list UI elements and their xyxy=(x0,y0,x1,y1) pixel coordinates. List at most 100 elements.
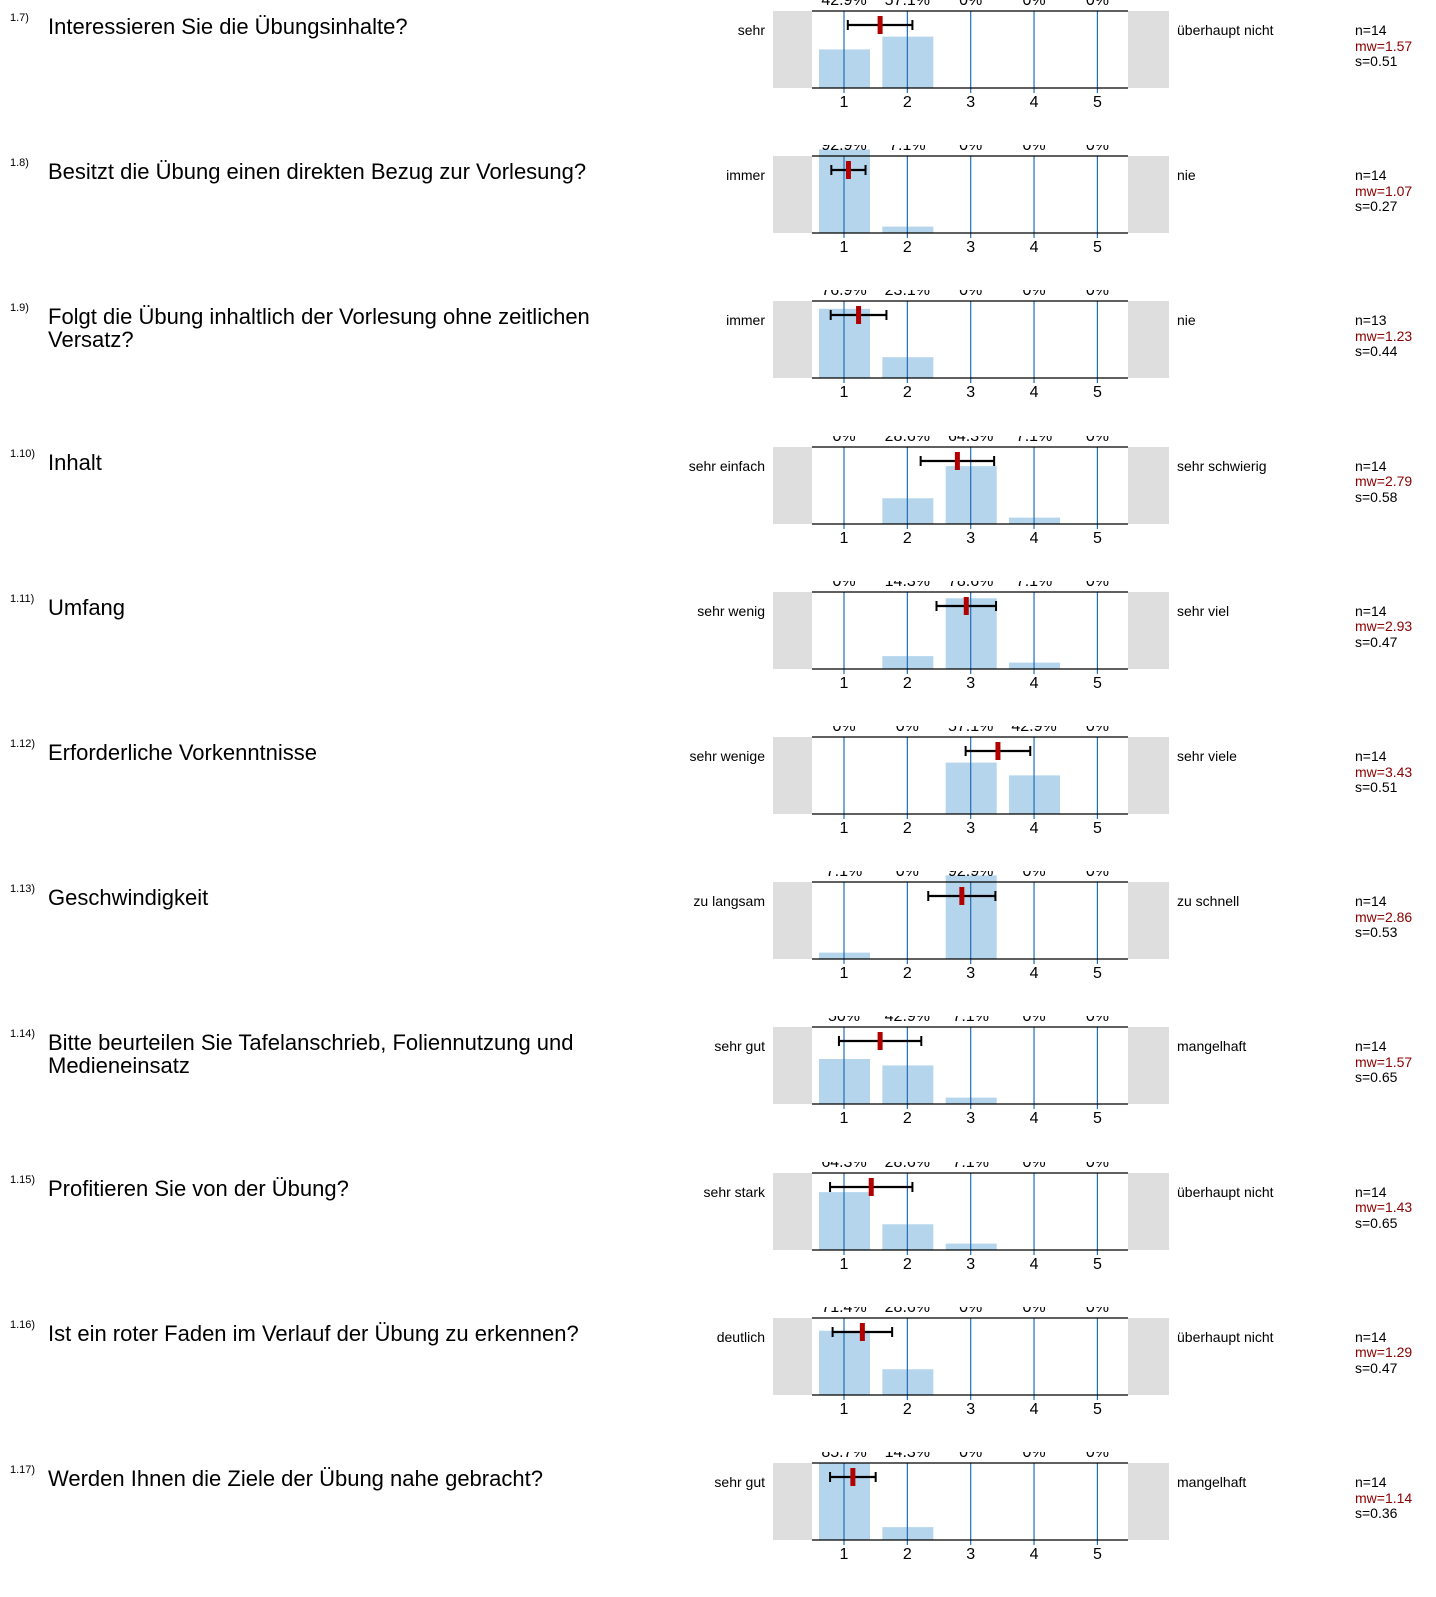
mean-marker xyxy=(845,161,851,180)
stat-n: n=13 xyxy=(1355,312,1387,329)
left-side-panel xyxy=(773,1463,812,1540)
left-side-panel xyxy=(773,446,812,524)
percent-label: 7.1% xyxy=(826,871,862,880)
right-side-panel xyxy=(1128,11,1169,88)
tick-label: 2 xyxy=(903,820,912,837)
question-row: 1.12) Erforderliche Vorkenntnisse n=14 mw=3… xyxy=(0,726,1436,871)
percent-label: 92.9% xyxy=(821,145,866,154)
tick-label: 2 xyxy=(903,1110,912,1127)
scale-right-label: sehr viel xyxy=(1177,603,1229,619)
tick-label: 4 xyxy=(1030,530,1039,547)
left-side-panel xyxy=(773,1317,812,1395)
mean-marker xyxy=(959,887,965,906)
percent-label: 57.1% xyxy=(948,726,993,735)
stat-mean: mw=1.14 xyxy=(1355,1489,1413,1506)
percent-label: 85.7% xyxy=(821,1452,866,1461)
mean-marker xyxy=(954,451,960,470)
tick-label: 3 xyxy=(966,965,975,982)
question-number: 1.17) xyxy=(10,1464,36,1476)
percent-label: 0% xyxy=(1086,581,1109,590)
question-row: 1.16) Ist ein roter Faden im Verlauf der … xyxy=(0,1307,1436,1452)
stat-sd: s=0.44 xyxy=(1355,343,1398,360)
stat-sd: s=0.51 xyxy=(1355,779,1398,795)
rating-chart: 71.4% 28.6% 0% 0% 0% 1 2 3 4 5 deutlich überhaupt n… xyxy=(717,1307,1274,1418)
percent-label: 0% xyxy=(959,1452,982,1461)
tick-label: 5 xyxy=(1093,1110,1102,1127)
question-text: Geschwindigkeit xyxy=(48,885,209,911)
left-side-panel xyxy=(773,156,812,234)
tick-label: 5 xyxy=(1093,94,1102,111)
question-number: 1.16) xyxy=(10,1318,36,1331)
question-text: Erforderliche Vorkenntnisse xyxy=(48,740,318,765)
stat-n: n=14 xyxy=(1355,1328,1387,1345)
stat-n: n=14 xyxy=(1355,1038,1387,1055)
scale-left-label: sehr einfach xyxy=(689,458,765,474)
tick-label: 2 xyxy=(903,94,912,111)
tick-label: 1 xyxy=(840,1401,849,1418)
rating-chart: 64.3% 28.6% 7.1% 0% 0% 1 2 3 4 5 sehr stark überhau… xyxy=(704,1162,1274,1273)
tick-label: 4 xyxy=(1030,965,1039,982)
question-number: 1.9) xyxy=(10,302,29,315)
scale-right-label: sehr viele xyxy=(1177,748,1237,764)
stat-n: n=14 xyxy=(1355,167,1387,184)
percent-label: 0% xyxy=(959,1307,982,1316)
question-row: 1.11) Umfang n=14 mw=2.93 s=0.47 0% 14.3% 78.6%… xyxy=(0,581,1436,726)
percent-label: 42.9% xyxy=(885,1016,930,1025)
tick-label: 2 xyxy=(903,675,912,692)
question-row: 1.8) Besitzt die Übung einen direkten Bez… xyxy=(0,145,1436,290)
tick-label: 3 xyxy=(966,820,975,837)
percent-label: 0% xyxy=(1086,1452,1109,1461)
tick-label: 2 xyxy=(903,239,912,256)
percent-label: 0% xyxy=(832,726,855,735)
stat-n: n=14 xyxy=(1355,1474,1387,1490)
question-number: 1.10) xyxy=(10,447,36,460)
tick-label: 2 xyxy=(903,530,912,547)
tick-label: 4 xyxy=(1030,1110,1039,1127)
left-side-panel xyxy=(773,1172,812,1250)
rating-chart: 50% 42.9% 7.1% 0% 0% 1 2 3 4 5 sehr gut mangelhaft xyxy=(714,1016,1246,1127)
tick-label: 1 xyxy=(840,1256,849,1273)
tick-label: 2 xyxy=(903,965,912,982)
question-text: Profitieren Sie von der Übung? xyxy=(48,1175,349,1201)
tick-label: 1 xyxy=(840,965,849,982)
rating-chart: 42.9% 57.1% 0% 0% 0% 1 2 3 4 5 sehr überhaupt nicht xyxy=(738,0,1274,111)
tick-label: 5 xyxy=(1093,1256,1102,1273)
right-side-panel xyxy=(1128,156,1169,234)
tick-label: 5 xyxy=(1093,239,1102,256)
percent-label: 7.1% xyxy=(889,145,925,154)
percent-label: 0% xyxy=(1022,145,1045,154)
percent-label: 42.9% xyxy=(1011,726,1056,735)
stat-mean: mw=2.86 xyxy=(1355,908,1413,925)
percent-label: 7.1% xyxy=(952,1162,988,1171)
tick-label: 3 xyxy=(966,1256,975,1273)
percent-label: 0% xyxy=(959,0,982,9)
stat-n: n=14 xyxy=(1355,457,1387,474)
percent-label: 0% xyxy=(1022,871,1045,880)
right-side-panel xyxy=(1128,301,1169,379)
percent-label: 57.1% xyxy=(885,0,930,9)
scale-right-label: überhaupt nicht xyxy=(1177,1329,1274,1345)
mean-marker xyxy=(877,16,883,34)
right-side-panel xyxy=(1128,882,1169,960)
question-number: 1.11) xyxy=(10,592,35,605)
percent-label: 0% xyxy=(1086,436,1109,445)
tick-label: 2 xyxy=(903,1546,912,1563)
percent-label: 0% xyxy=(1086,145,1109,154)
rating-chart: 76.9% 23.1% 0% 0% 0% 1 2 3 4 5 immer nie xyxy=(726,290,1196,401)
percent-label: 76.9% xyxy=(821,290,866,299)
rating-chart: 92.9% 7.1% 0% 0% 0% 1 2 3 4 5 immer nie xyxy=(726,145,1196,256)
percent-label: 0% xyxy=(1086,0,1109,9)
tick-label: 1 xyxy=(840,94,849,111)
percent-label: 78.6% xyxy=(948,581,993,590)
right-side-panel xyxy=(1128,737,1169,814)
question-text: Folgt die Übung inhaltlich der Vorlesung… xyxy=(48,304,590,353)
question-text: Inhalt xyxy=(48,449,102,475)
right-side-panel xyxy=(1128,1317,1169,1395)
percent-label: 0% xyxy=(1086,871,1109,880)
percent-label: 0% xyxy=(959,145,982,154)
stat-mean: mw=1.57 xyxy=(1355,37,1413,54)
question-row: 1.14) Bitte beurteilen Sie Tafelanschrieb… xyxy=(0,1016,1436,1161)
percent-label: 0% xyxy=(1022,1016,1045,1025)
tick-label: 4 xyxy=(1030,1401,1039,1418)
tick-label: 5 xyxy=(1093,530,1102,547)
